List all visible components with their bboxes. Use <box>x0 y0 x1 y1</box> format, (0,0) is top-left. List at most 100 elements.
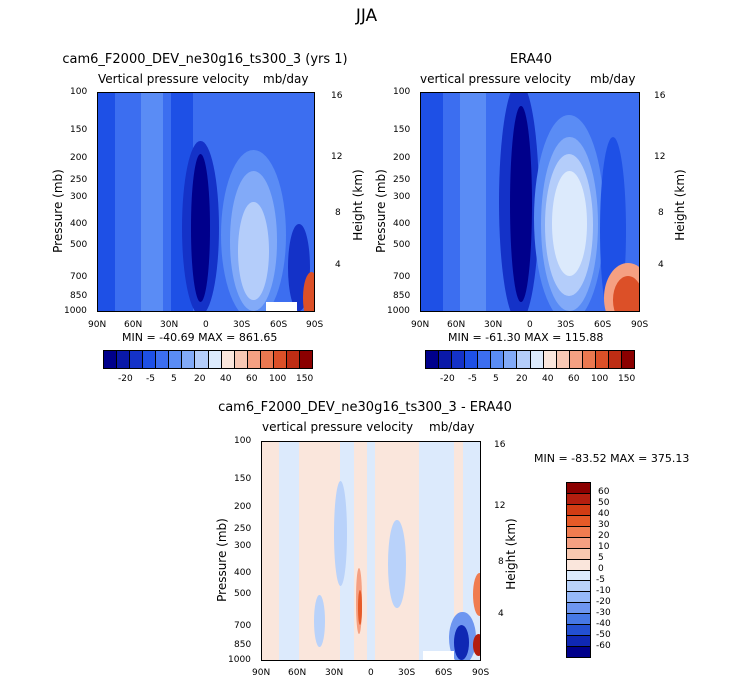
p1-ytick-700: 700 <box>70 272 88 282</box>
p3-cbar-label: -5 <box>596 575 605 585</box>
p3-ytick-850: 850 <box>234 640 252 650</box>
p3-ytick-1000: 1000 <box>228 655 251 665</box>
p1-ytick-150: 150 <box>70 125 88 135</box>
p2-xtick-90S: 90S <box>631 320 649 330</box>
p1-cbar-label: 60 <box>246 374 258 384</box>
p2-cbar-label: 150 <box>618 374 636 384</box>
panel2-units: mb/day <box>590 72 636 86</box>
swatch <box>169 351 183 368</box>
p3-ytick-400: 400 <box>234 568 252 578</box>
p3-ytick-250: 250 <box>234 524 252 534</box>
p1-xtick-60N: 60N <box>124 320 143 330</box>
p1-xtick-30S: 30S <box>233 320 251 330</box>
p2-ylabel-right: Height (km) <box>673 169 687 241</box>
swatch <box>556 351 570 368</box>
swatch <box>567 625 590 637</box>
p2-colorbar <box>425 350 635 369</box>
main-title: JJA <box>355 6 378 26</box>
p1-ylabel-right: Height (km) <box>351 169 365 241</box>
p1-xtick-90N: 90N <box>88 320 107 330</box>
swatch <box>234 351 248 368</box>
swatch <box>567 483 590 494</box>
p3-ytick-200: 200 <box>234 502 252 512</box>
swatch <box>130 351 144 368</box>
p2-ylabel: Pressure (mb) <box>374 169 388 253</box>
swatch <box>195 351 209 368</box>
p2-cbar-label: -5 <box>468 374 477 384</box>
p3-cbar-label: 40 <box>598 509 610 519</box>
swatch <box>465 351 479 368</box>
swatch <box>567 614 590 626</box>
panel2-title: ERA40 <box>509 52 553 67</box>
p3-ytick-150: 150 <box>234 474 252 484</box>
p1-cbar-label: 20 <box>194 374 206 384</box>
p1-ytick-1000: 1000 <box>64 306 87 316</box>
p2-xtick-30S: 30S <box>557 320 575 330</box>
p2-cbar-label: 60 <box>568 374 580 384</box>
p3-cbar-label: -40 <box>596 619 611 629</box>
swatch <box>567 570 590 582</box>
swatch <box>567 603 590 615</box>
p1-rtick-8: 8 <box>335 208 341 218</box>
p1-ytick-500: 500 <box>70 240 88 250</box>
swatch <box>504 351 518 368</box>
p1-cbar-label: 5 <box>171 374 177 384</box>
p1-ytick-850: 850 <box>70 291 88 301</box>
p2-xtick-0: 0 <box>527 320 533 330</box>
swatch <box>182 351 196 368</box>
p2-ytick-200: 200 <box>393 153 411 163</box>
p3-ytick-100: 100 <box>234 436 252 446</box>
p3-ylabel-right: Height (km) <box>504 518 518 590</box>
p2-ytick-300: 300 <box>393 192 411 202</box>
p2-ytick-700: 700 <box>393 272 411 282</box>
swatch <box>221 351 235 368</box>
swatch <box>567 559 590 571</box>
p3-cbar-label: 10 <box>598 542 610 552</box>
panel2-plot <box>420 92 640 312</box>
swatch <box>567 548 590 560</box>
p3-rtick-16: 16 <box>494 440 506 450</box>
p2-ytick-250: 250 <box>393 175 411 185</box>
p2-ytick-150: 150 <box>393 125 411 135</box>
swatch <box>567 636 590 648</box>
swatch <box>273 351 287 368</box>
panel3-units: mb/day <box>429 420 475 434</box>
p3-cbar-label: -50 <box>596 630 611 640</box>
p1-colorbar <box>103 350 313 369</box>
p2-ytick-500: 500 <box>393 240 411 250</box>
p1-ytick-300: 300 <box>70 192 88 202</box>
swatch <box>567 493 590 505</box>
p1-cbar-label: -5 <box>146 374 155 384</box>
swatch <box>260 351 274 368</box>
swatch <box>426 351 440 368</box>
p3-xtick-0: 0 <box>368 668 374 678</box>
p3-ytick-500: 500 <box>234 589 252 599</box>
p3-xtick-90N: 90N <box>252 668 271 678</box>
p1-ylabel: Pressure (mb) <box>51 169 65 253</box>
p3-ylabel: Pressure (mb) <box>215 518 229 602</box>
swatch <box>439 351 453 368</box>
p3-xtick-30N: 30N <box>325 668 344 678</box>
p3-cbar-label: -10 <box>596 586 611 596</box>
swatch <box>608 351 622 368</box>
p1-xtick-30N: 30N <box>160 320 179 330</box>
swatch <box>452 351 466 368</box>
p3-xtick-60S: 60S <box>435 668 453 678</box>
swatch <box>567 504 590 516</box>
panel3-variable: vertical pressure velocity <box>262 420 414 434</box>
p2-ytick-400: 400 <box>393 219 411 229</box>
p2-cbar-label: 100 <box>591 374 609 384</box>
p2-xtick-60N: 60N <box>447 320 466 330</box>
p3-cbar-label: -60 <box>596 641 611 651</box>
swatch <box>478 351 492 368</box>
p2-ytick-850: 850 <box>393 291 411 301</box>
p2-rtick-4: 4 <box>658 260 664 270</box>
p3-cbar-label: -20 <box>596 597 611 607</box>
p1-xtick-0: 0 <box>203 320 209 330</box>
p3-cbar-label: 20 <box>598 531 610 541</box>
p1-ytick-400: 400 <box>70 219 88 229</box>
swatch <box>567 515 590 527</box>
panel3-plot <box>261 441 481 661</box>
p1-ytick-250: 250 <box>70 175 88 185</box>
p1-cbar-label: 40 <box>220 374 232 384</box>
